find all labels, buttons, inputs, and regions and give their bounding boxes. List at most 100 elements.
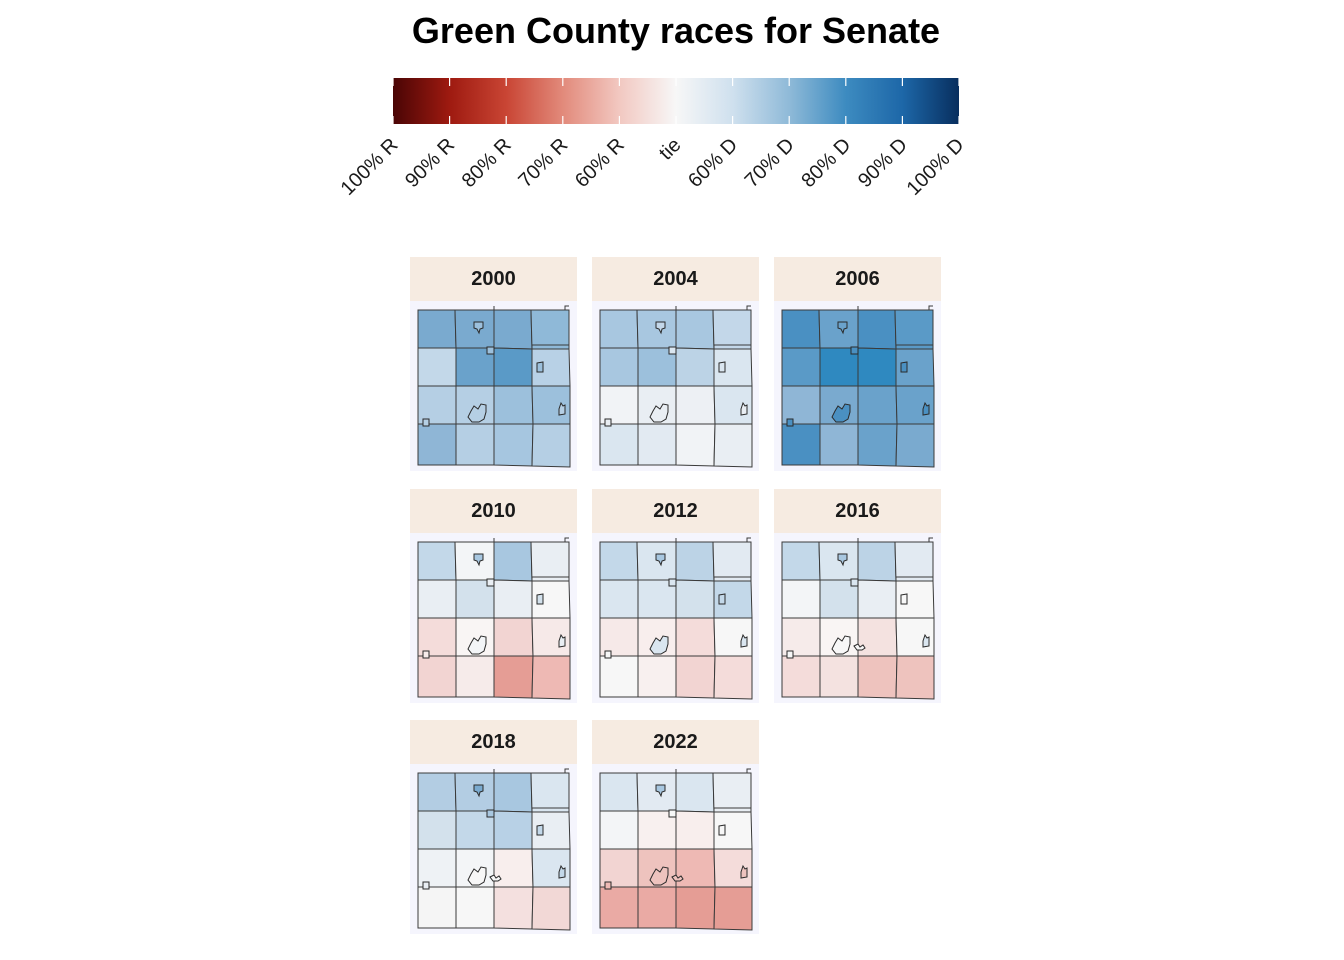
township-cell — [417, 655, 457, 698]
township-cell — [599, 423, 639, 466]
township-cell — [531, 655, 571, 700]
town-boundary — [718, 593, 726, 605]
town-boundary — [740, 633, 748, 648]
town-boundary — [900, 361, 908, 373]
township-cell — [599, 579, 639, 619]
map-background — [592, 301, 759, 471]
township-cell — [894, 541, 934, 582]
legend-tick-label: 60% D — [684, 134, 742, 192]
panel-year-label: 2006 — [774, 257, 941, 301]
township-cell — [675, 848, 716, 888]
town-boundary — [486, 578, 495, 587]
town-boundary — [422, 881, 430, 890]
map-background — [592, 533, 759, 703]
township-cell — [781, 423, 821, 466]
town-boundary — [467, 866, 487, 886]
town-boundary — [740, 401, 748, 416]
panel-year-label: 2018 — [410, 720, 577, 764]
township-cell — [417, 309, 457, 349]
township-cell — [417, 579, 457, 619]
town-boundary — [831, 635, 851, 655]
township-cell — [819, 655, 859, 698]
town-boundary — [922, 401, 930, 416]
township-cell — [493, 655, 534, 699]
town-boundary — [422, 418, 430, 427]
township-cell — [637, 423, 677, 466]
panel-year-label: 2010 — [410, 489, 577, 533]
town-boundary — [467, 403, 487, 423]
county-map — [417, 768, 571, 931]
boundary-detail — [564, 305, 569, 310]
township-cell — [455, 886, 495, 929]
township-cell — [417, 848, 457, 888]
township-cell — [712, 309, 752, 350]
legend-tick-label: 100% R — [337, 134, 403, 200]
township-cell — [454, 772, 495, 812]
township-cell — [493, 541, 533, 582]
town-boundary — [655, 321, 666, 335]
boundary-detail — [895, 344, 933, 349]
town-boundary — [604, 650, 612, 659]
county-map — [599, 768, 753, 931]
township-cell — [493, 347, 533, 387]
map-panel-2022: 2022 — [592, 720, 759, 934]
township-cell — [530, 309, 570, 350]
legend-tick-label: 70% D — [741, 134, 799, 192]
township-cell — [493, 423, 534, 467]
township-cell — [857, 579, 897, 619]
county-map — [781, 305, 935, 468]
township-cell — [454, 541, 495, 581]
map-panel-2016: 2016 — [774, 489, 941, 703]
map-panel-2006: 2006 — [774, 257, 941, 471]
township-cell — [493, 309, 533, 350]
township-cell — [857, 423, 898, 467]
township-cell — [713, 886, 753, 931]
town-boundary — [786, 418, 794, 427]
town-boundary — [786, 650, 794, 659]
township-cell — [530, 772, 570, 813]
township-cell — [675, 385, 716, 425]
town-boundary — [655, 553, 666, 567]
township-cell — [857, 385, 898, 425]
town-boundary — [831, 403, 851, 423]
village-boundary — [853, 643, 866, 651]
township-cell — [675, 886, 716, 930]
township-cell — [894, 309, 934, 350]
boundary-detail — [713, 807, 751, 812]
township-cell — [712, 541, 752, 582]
township-cell — [599, 309, 639, 349]
legend-tick-label: 60% R — [571, 134, 629, 192]
township-cell — [599, 385, 639, 425]
legend-tick-label: 100% D — [903, 134, 969, 200]
legend-tick-label: 70% R — [514, 134, 572, 192]
township-cell — [417, 772, 457, 812]
town-boundary — [473, 784, 484, 798]
village-boundary — [489, 874, 502, 882]
township-cell — [493, 772, 533, 813]
town-boundary — [536, 361, 544, 373]
boundary-detail — [928, 305, 933, 310]
township-cell — [857, 541, 897, 582]
panel-year-label: 2012 — [592, 489, 759, 533]
township-cell — [417, 810, 457, 850]
township-cell — [675, 579, 715, 619]
boundary-detail — [895, 576, 933, 581]
legend-tick-label: 80% D — [797, 134, 855, 192]
map-panel-2018: 2018 — [410, 720, 577, 934]
town-boundary — [718, 824, 726, 836]
township-cell — [818, 541, 859, 581]
township-cell — [781, 309, 821, 349]
township-cell — [417, 617, 457, 657]
township-cell — [857, 309, 897, 350]
map-panel-2010: 2010 — [410, 489, 577, 703]
township-cell — [636, 309, 677, 349]
township-cell — [599, 655, 639, 698]
township-cell — [857, 655, 898, 699]
township-cell — [417, 385, 457, 425]
town-boundary — [740, 864, 748, 879]
township-cell — [675, 617, 716, 657]
town-boundary — [536, 593, 544, 605]
township-cell — [417, 541, 457, 581]
township-cell — [781, 655, 821, 698]
